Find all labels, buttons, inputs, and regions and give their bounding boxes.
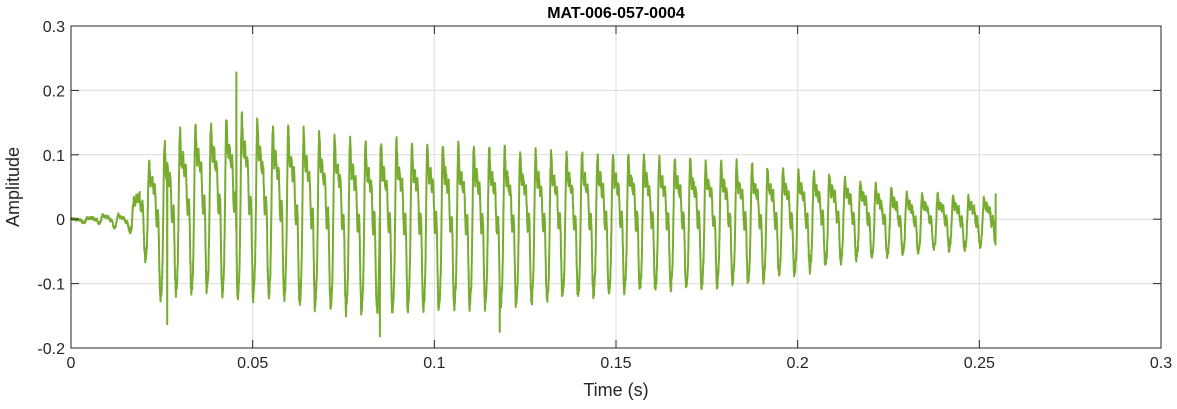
y-tick-label: 0.3 <box>43 19 65 36</box>
y-axis-label: Amplitude <box>3 147 23 227</box>
x-tick-label: 0 <box>67 355 76 372</box>
x-tick-label: 0.2 <box>787 355 809 372</box>
x-tick-label: 0.25 <box>964 355 995 372</box>
y-tick-label: -0.2 <box>37 341 65 358</box>
chart-title: MAT-006-057-0004 <box>547 5 685 22</box>
y-tick-label: -0.1 <box>37 277 65 294</box>
x-tick-label: 0.1 <box>423 355 445 372</box>
x-tick-label: 0.05 <box>237 355 268 372</box>
y-tick-label: 0.2 <box>43 83 65 100</box>
ticks: 0 0.05 0.1 0.15 0.2 0.25 0.3 -0.2 -0.1 0 0.1 0.2 0.3 <box>37 19 1172 372</box>
waveform-series-line <box>70 71 997 338</box>
x-axis-label: Time (s) <box>583 380 648 400</box>
series-layer <box>70 71 997 338</box>
x-tick-label: 0.15 <box>600 355 631 372</box>
y-tick-label: 0 <box>56 212 65 229</box>
y-tick-label: 0.1 <box>43 148 65 165</box>
x-tick-label: 0.3 <box>1150 355 1172 372</box>
